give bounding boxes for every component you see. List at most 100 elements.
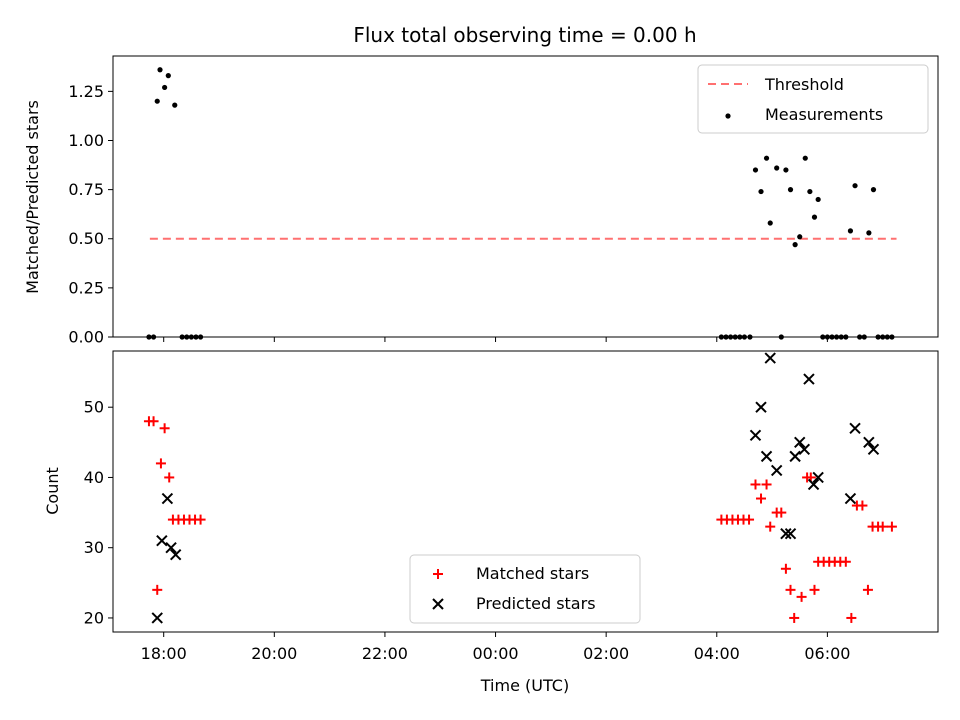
measurement-point — [154, 98, 160, 104]
measurement-point — [870, 187, 877, 193]
count-legend: Matched stars Predicted stars — [409, 554, 641, 624]
predicted-star-point — [780, 527, 792, 540]
predicted-star-point — [161, 492, 174, 505]
matched-star-point — [164, 472, 175, 483]
y-tick-label: 0.00 — [68, 328, 104, 347]
legend-predicted-marker — [432, 598, 444, 610]
x-tick-label: 18:00 — [141, 644, 187, 663]
predicted-star-point — [151, 612, 163, 624]
matched-star-point — [765, 521, 776, 532]
ratio-y-axis: 0.00 0.25 0.50 0.75 1.00 1.25 — [68, 82, 113, 347]
predicted-star-point — [803, 373, 815, 385]
count-x-axis: 18:00 20:00 22:00 00:00 02:00 04:00 06:00 — [141, 632, 850, 663]
predicted-star-point — [764, 352, 776, 364]
ratio-panel: Flux total observing time = 0.00 h 0.000… — [23, 23, 939, 347]
measurement-point — [162, 84, 168, 91]
ratio-x-axis — [163, 337, 828, 342]
measurement-point — [157, 67, 163, 73]
matched-star-point — [886, 521, 897, 532]
predicted-star-point — [770, 464, 783, 477]
predicted-star-point — [165, 541, 177, 554]
measurement-point — [758, 188, 764, 195]
legend-threshold-label: Threshold — [764, 75, 844, 94]
matched-star-point — [761, 479, 772, 490]
matched-star-point — [155, 458, 166, 469]
x-axis-label: Time (UTC) — [480, 676, 569, 695]
matched-star-point — [159, 423, 170, 434]
predicted-stars-points — [151, 352, 880, 624]
measurement-point — [165, 73, 171, 79]
legend-matched-marker — [433, 569, 443, 579]
predicted-star-point — [760, 450, 773, 463]
measurement-point — [807, 188, 813, 195]
predicted-star-point — [169, 549, 182, 561]
measurement-point — [783, 167, 789, 173]
predicted-star-point — [755, 401, 767, 413]
matched-star-point — [750, 479, 761, 490]
y-tick-label: 50 — [84, 398, 104, 417]
predicted-star-point — [863, 436, 875, 449]
legend-measurement-swatch — [725, 113, 731, 119]
legend-matched-label: Matched stars — [476, 564, 589, 583]
predicted-star-point — [789, 450, 801, 463]
measurement-point — [852, 183, 858, 189]
x-tick-label: 00:00 — [472, 644, 518, 663]
measurement-point — [172, 102, 178, 108]
matched-star-point — [796, 591, 807, 602]
measurement-point — [787, 187, 794, 193]
matched-star-point — [809, 584, 820, 595]
x-tick-label: 04:00 — [694, 644, 740, 663]
matched-star-point — [744, 514, 755, 525]
ratio-legend-box — [697, 64, 929, 134]
legend-predicted-swatch — [432, 598, 444, 610]
y-tick-label: 1.00 — [68, 131, 104, 150]
measurement-point — [811, 214, 818, 220]
measurement-point — [752, 167, 759, 173]
predicted-star-point — [794, 436, 806, 449]
matched-star-point — [862, 584, 873, 595]
ratio-legend: Threshold Measurements — [697, 64, 929, 134]
y-tick-label: 0.75 — [68, 180, 104, 199]
matched-star-point — [195, 514, 206, 525]
y-tick-label: 1.25 — [68, 82, 104, 101]
y-tick-label: 0.50 — [68, 229, 104, 248]
count-panel: 20 30 40 50 18:00 20:00 22:00 00:00 02:00 04:00 0… — [43, 350, 939, 695]
matched-star-point — [756, 493, 767, 504]
predicted-star-point — [749, 429, 762, 442]
measurement-point — [774, 165, 780, 171]
measurement-point — [815, 196, 821, 203]
measurement-point — [797, 234, 803, 240]
measurement-point — [866, 230, 872, 236]
y-tick-label: 20 — [84, 608, 104, 627]
y-tick-label: 40 — [84, 468, 104, 487]
measurement-point — [763, 155, 770, 161]
predicted-star-point — [784, 527, 797, 540]
predicted-star-point — [844, 492, 857, 505]
matched-star-point — [152, 584, 163, 595]
matched-star-point — [840, 556, 851, 567]
count-y-axis: 20 30 40 50 — [84, 398, 113, 627]
predicted-star-point — [156, 534, 168, 547]
predicted-star-point — [807, 478, 820, 491]
count-plot-frame — [112, 350, 939, 633]
predicted-star-point — [867, 443, 880, 456]
count-y-axis-label: Count — [43, 467, 62, 515]
matched-stars-points — [143, 416, 897, 623]
matched-star-point — [780, 563, 791, 574]
measurement-point — [847, 228, 854, 234]
measurement-points — [146, 67, 895, 340]
matched-star-point — [789, 612, 800, 623]
predicted-star-point — [849, 422, 861, 434]
chart-title: Flux total observing time = 0.00 h — [353, 23, 696, 47]
measurement-point — [767, 220, 773, 226]
ratio-plot-frame — [112, 55, 939, 338]
legend-matched-swatch — [433, 569, 443, 579]
x-tick-label: 22:00 — [362, 644, 408, 663]
matched-star-point — [857, 500, 868, 511]
matched-star-point — [776, 507, 787, 518]
x-tick-label: 02:00 — [583, 644, 629, 663]
y-tick-label: 0.25 — [68, 278, 104, 297]
predicted-star-point — [812, 471, 824, 484]
matched-star-point — [877, 521, 888, 532]
